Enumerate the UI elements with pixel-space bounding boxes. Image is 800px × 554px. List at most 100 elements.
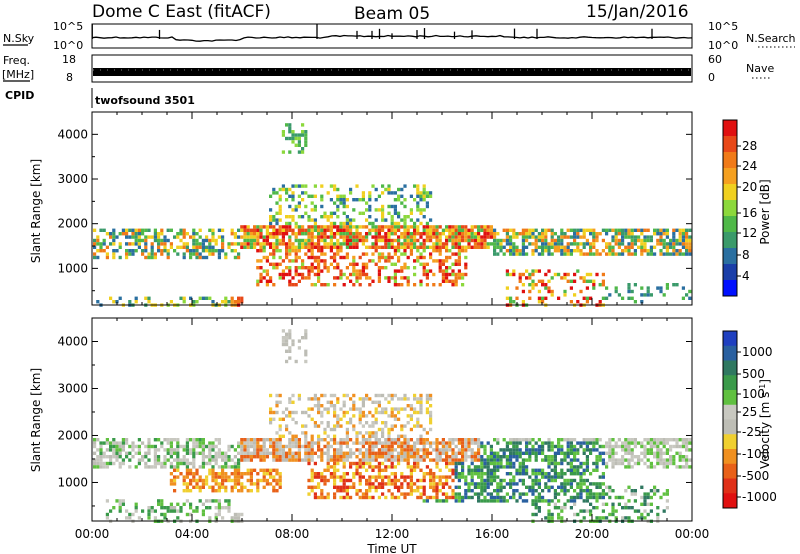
- velocity-echo-cell: [656, 461, 660, 466]
- velocity-echo-cell: [470, 482, 474, 486]
- velocity-echo-cell: [387, 444, 391, 449]
- power-echo-cell: [544, 249, 548, 253]
- power-echo-cell: [365, 245, 369, 249]
- velocity-echo-cell: [553, 465, 557, 469]
- power-echo-cell: [176, 252, 180, 256]
- velocity-echo-cell: [441, 499, 445, 503]
- power-echo-cell: [393, 208, 397, 212]
- power-echo-cell: [441, 272, 445, 277]
- power-echo-cell: [544, 232, 548, 236]
- power-echo-cell: [662, 242, 666, 246]
- power-echo-cell: [339, 269, 343, 273]
- velocity-echo-cell: [198, 489, 202, 493]
- power-echo-cell: [365, 235, 369, 239]
- velocity-echo-cell: [227, 499, 231, 503]
- velocity-echo-cell: [525, 472, 529, 476]
- velocity-echo-cell: [467, 472, 471, 476]
- power-echo-cell: [304, 136, 308, 141]
- power-echo-cell: [448, 238, 452, 243]
- velocity-echo-cell: [515, 458, 519, 462]
- power-echo-cell: [467, 245, 471, 249]
- velocity-echo-cell: [368, 478, 372, 483]
- velocity-echo-cell: [371, 421, 375, 425]
- power-echo-cell: [272, 249, 276, 253]
- velocity-echo-cell: [505, 444, 509, 449]
- power-echo-cell: [461, 238, 465, 243]
- power-echo-cell: [313, 228, 317, 232]
- velocity-echo-cell: [509, 451, 513, 455]
- velocity-echo-cell: [221, 455, 225, 459]
- velocity-echo-cell: [163, 465, 167, 469]
- velocity-echo-cell: [454, 461, 458, 466]
- velocity-echo-cell: [99, 448, 103, 452]
- velocity-echo-cell: [381, 431, 385, 435]
- power-echo-cell: [294, 204, 298, 209]
- power-echo-cell: [374, 187, 378, 192]
- velocity-echo-cell: [333, 475, 337, 479]
- power-echo-cell: [294, 249, 298, 253]
- velocity-echo-cell: [659, 441, 663, 445]
- velocity-echo-cell: [201, 448, 205, 452]
- velocity-echo-cell: [285, 424, 289, 428]
- velocity-echo-cell: [438, 441, 442, 445]
- velocity-echo-cell: [608, 485, 612, 489]
- velocity-echo-cell: [499, 499, 503, 503]
- power-echo-cell: [288, 249, 292, 253]
- velocity-echo-cell: [333, 407, 337, 411]
- power-echo-cell: [307, 255, 311, 260]
- power-echo-cell: [336, 249, 340, 253]
- power-echo-cell: [150, 255, 154, 260]
- velocity-echo-cell: [381, 455, 385, 459]
- power-echo-cell: [413, 228, 417, 232]
- velocity-echo-cell: [422, 444, 426, 449]
- velocity-echo-cell: [93, 444, 97, 449]
- power-echo-cell: [493, 242, 497, 246]
- velocity-echo-cell: [435, 495, 439, 500]
- power-echo-cell: [285, 272, 289, 277]
- velocity-echo-cell: [454, 451, 458, 455]
- power-echo-cell: [125, 242, 129, 246]
- velocity-echo-cell: [208, 516, 212, 520]
- power-echo-cell: [141, 249, 145, 253]
- velocity-echo-cell: [387, 431, 391, 435]
- velocity-cbar-frame: [722, 330, 738, 509]
- power-echo-cell: [614, 252, 618, 256]
- power-echo-cell: [310, 266, 314, 270]
- velocity-echo-cell: [560, 509, 564, 513]
- velocity-echo-cell: [563, 478, 567, 483]
- velocity-echo-cell: [249, 489, 253, 493]
- power-echo-cell: [361, 266, 365, 270]
- power-echo-cell: [297, 201, 301, 205]
- velocity-echo-cell: [269, 417, 273, 421]
- velocity-echo-cell: [233, 455, 237, 459]
- velocity-echo-cell: [333, 404, 337, 408]
- velocity-echo-cell: [112, 461, 116, 466]
- velocity-echo-cell: [185, 512, 189, 517]
- velocity-echo-cell: [496, 451, 500, 455]
- velocity-echo-cell: [518, 468, 522, 472]
- velocity-echo-cell: [486, 482, 490, 486]
- power-echo-cell: [317, 228, 321, 232]
- velocity-echo-cell: [342, 393, 346, 398]
- velocity-echo-cell: [288, 455, 292, 459]
- power-echo-cell: [451, 269, 455, 273]
- power-echo-cell: [489, 232, 493, 236]
- velocity-echo-cell: [550, 455, 554, 459]
- power-echo-cell: [368, 228, 372, 232]
- power-echo-cell: [601, 296, 605, 300]
- power-echo-cell: [128, 249, 132, 253]
- velocity-echo-cell: [653, 451, 657, 455]
- power-echo-cell: [361, 269, 365, 273]
- velocity-echo-cell: [211, 485, 215, 489]
- power-echo-cell: [243, 232, 247, 236]
- velocity-echo-cell: [496, 441, 500, 445]
- power-echo-cell: [301, 232, 305, 236]
- velocity-echo-cell: [489, 461, 493, 466]
- velocity-echo-cell: [221, 472, 225, 476]
- velocity-echo-cell: [358, 495, 362, 500]
- velocity-echo-cell: [489, 448, 493, 452]
- velocity-echo-cell: [182, 444, 186, 449]
- velocity-echo-cell: [150, 444, 154, 449]
- power-echo-cell: [105, 252, 109, 256]
- velocity-echo-cell: [406, 458, 410, 462]
